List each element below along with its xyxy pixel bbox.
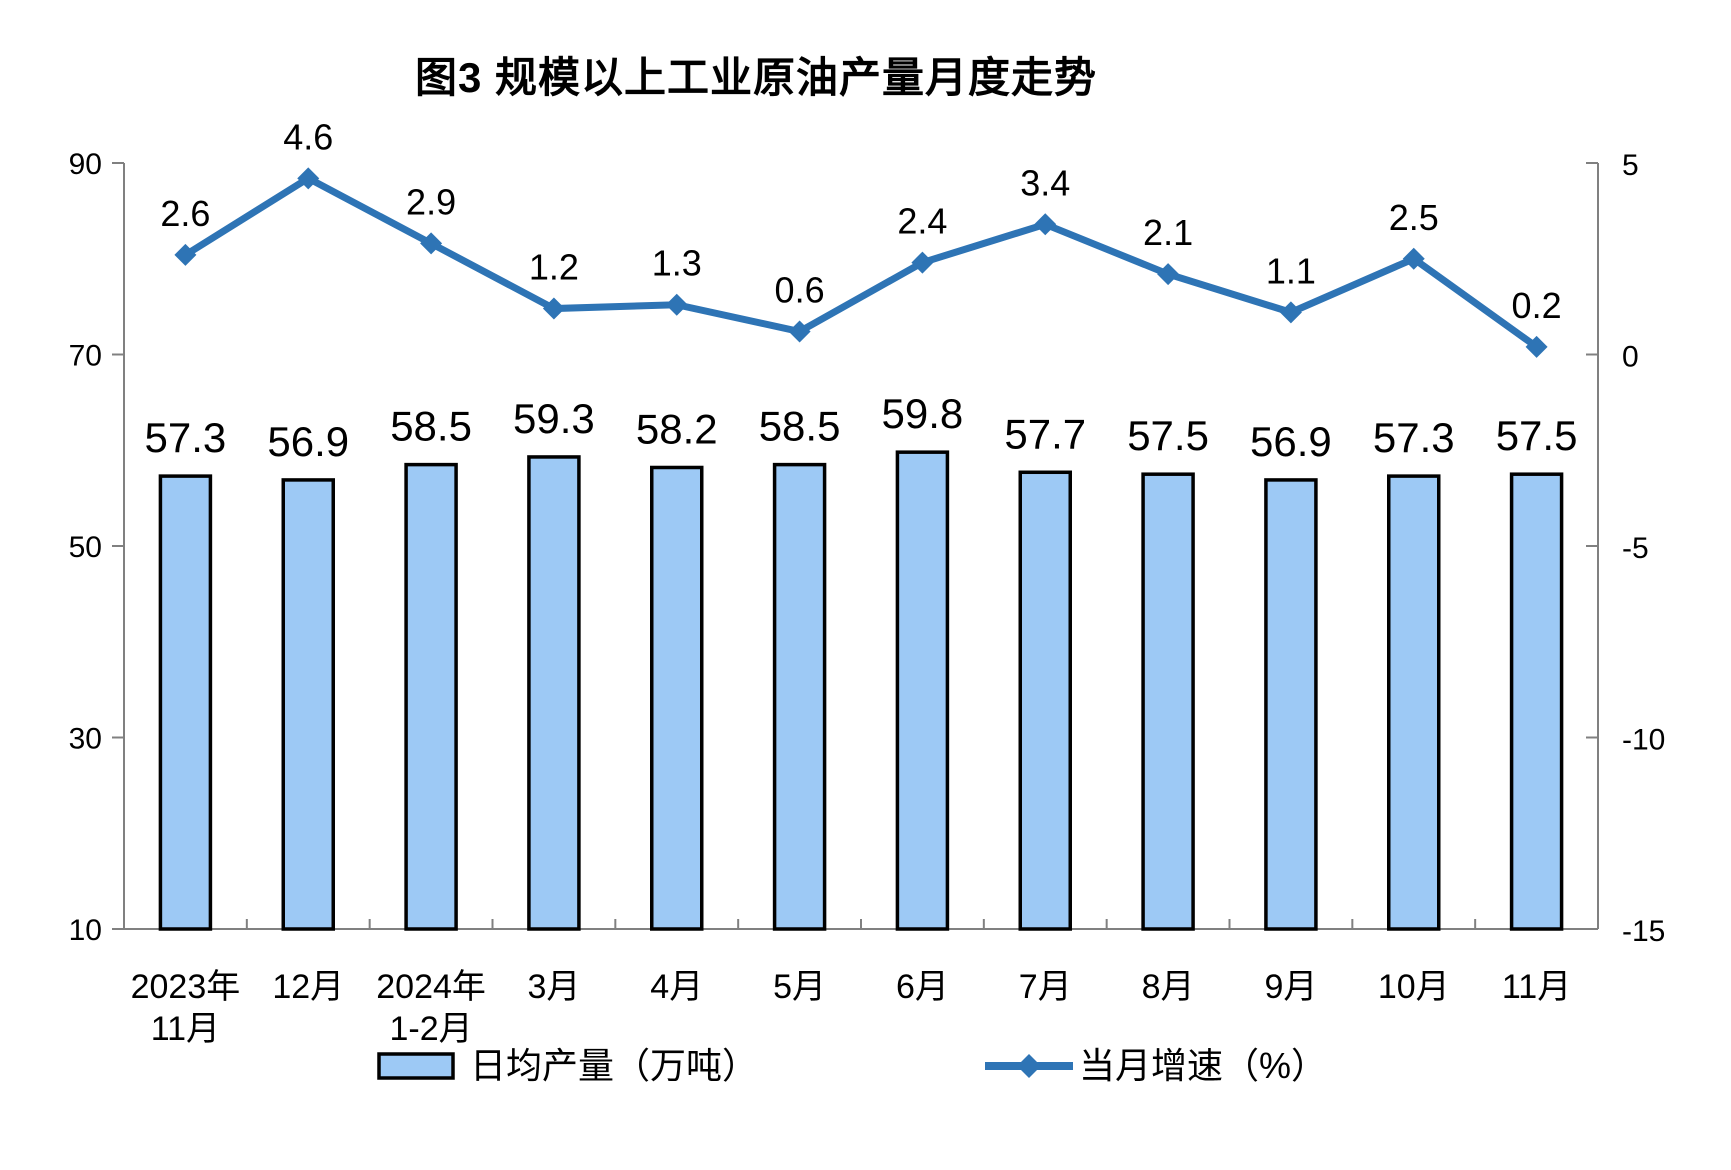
line-marker-10	[1402, 247, 1425, 270]
bar-value-label-10: 57.3	[1373, 414, 1455, 461]
bar-5	[772, 462, 827, 931]
bar-10	[1387, 474, 1441, 931]
bar-1	[281, 478, 335, 931]
x-category-label-11: 11月	[1502, 968, 1571, 1006]
legend-item-line: 当月增速（%）	[985, 1048, 1327, 1084]
bar-series-swatch-icon	[377, 1052, 455, 1080]
bar-2	[404, 462, 458, 931]
right-axis-tick-label-2: -5	[1622, 532, 1649, 565]
line-value-label-8: 2.1	[1143, 212, 1193, 253]
line-marker-3	[542, 297, 565, 320]
left-axis-tick-label-2: 50	[69, 531, 102, 564]
x-category-label-5: 5月	[773, 968, 826, 1006]
line-marker-1	[297, 167, 320, 190]
left-axis-tick-label-1: 70	[69, 340, 102, 373]
x-category-label-4: 4月	[650, 968, 703, 1006]
x-category-label-6: 6月	[896, 968, 949, 1006]
line-value-label-5: 0.6	[775, 270, 825, 311]
bar-value-label-2: 58.5	[390, 403, 472, 450]
x-category-label-1: 12月	[272, 968, 344, 1006]
line-value-label-7: 3.4	[1020, 162, 1070, 203]
bar-value-label-6: 59.8	[882, 390, 964, 437]
line-value-label-9: 1.1	[1266, 250, 1316, 291]
line-marker-6	[911, 251, 934, 274]
bar-3	[527, 455, 581, 931]
bar-value-label-9: 56.9	[1250, 418, 1332, 465]
right-axis-tick-label-3: -10	[1622, 724, 1665, 757]
line-marker-8	[1157, 263, 1180, 286]
line-value-label-6: 2.4	[897, 201, 947, 242]
x-category-label-8: 8月	[1142, 968, 1195, 1006]
line-marker-0	[174, 243, 197, 266]
bar-value-label-4: 58.2	[636, 405, 718, 452]
line-series-swatch-icon	[985, 1054, 1073, 1078]
left-axis-tick-label-3: 30	[69, 723, 102, 756]
line-value-label-10: 2.5	[1389, 197, 1439, 238]
bar-value-label-1: 56.9	[267, 418, 349, 465]
line-marker-4	[665, 293, 688, 316]
x-category-label-7: 7月	[1019, 968, 1072, 1006]
legend-bar-label: 日均产量（万吨）	[470, 1045, 759, 1086]
bar-value-label-3: 59.3	[513, 395, 595, 442]
line-marker-7	[1034, 213, 1057, 236]
line-value-label-4: 1.3	[652, 243, 702, 284]
x-category-label-0: 2023年 11月	[131, 968, 241, 1048]
growth-line	[183, 174, 1539, 350]
bar-value-label-5: 58.5	[759, 403, 841, 450]
bar-9	[1264, 478, 1318, 931]
x-category-label-3: 3月	[527, 968, 580, 1006]
x-category-label-2: 2024年 1-2月	[376, 968, 486, 1048]
left-axis-tick-label-4: 10	[69, 914, 102, 947]
bar-0	[158, 474, 213, 931]
x-category-label-10: 10月	[1378, 968, 1450, 1006]
line-marker-5	[788, 320, 811, 343]
bar-4	[650, 465, 704, 931]
line-value-label-0: 2.6	[160, 193, 210, 234]
chart-title: 图3 规模以上工业原油产量月度走势	[414, 54, 1098, 101]
line-value-label-1: 4.6	[283, 116, 333, 157]
bar-8	[1141, 472, 1195, 931]
bar-6	[895, 450, 950, 931]
legend-item-bar: 日均产量（万吨）	[377, 1048, 758, 1084]
bar-11	[1509, 472, 1564, 931]
line-value-label-11: 0.2	[1512, 285, 1562, 326]
bar-value-label-7: 57.7	[1004, 410, 1086, 457]
bar-value-label-8: 57.5	[1127, 412, 1209, 459]
x-category-label-9: 9月	[1264, 968, 1317, 1006]
line-value-label-2: 2.9	[406, 181, 456, 222]
legend-line-label: 当月增速（%）	[1079, 1045, 1328, 1086]
right-axis-tick-label-4: -15	[1622, 915, 1665, 948]
line-marker-2	[420, 232, 443, 255]
line-marker-11	[1525, 335, 1548, 358]
right-axis-tick-label-0: 5	[1622, 149, 1639, 182]
line-marker-9	[1279, 301, 1302, 324]
bar-value-label-11: 57.5	[1496, 412, 1578, 459]
left-axis-tick-label-0: 90	[69, 148, 102, 181]
bar-value-label-0: 57.3	[145, 414, 227, 461]
bar-7	[1018, 470, 1072, 931]
right-axis-tick-label-1: 0	[1622, 341, 1639, 374]
line-value-label-3: 1.2	[529, 247, 579, 288]
